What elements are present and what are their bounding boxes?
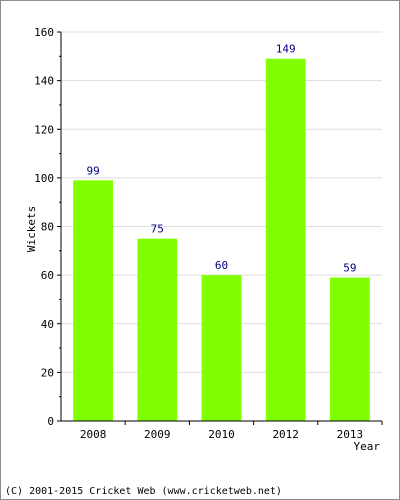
y-tick-label: 60 bbox=[41, 269, 54, 282]
x-tick-label: 2012 bbox=[272, 428, 299, 441]
y-tick-label: 0 bbox=[47, 415, 54, 428]
bars bbox=[73, 58, 370, 422]
bar bbox=[137, 238, 178, 421]
data-label: 149 bbox=[276, 43, 296, 56]
y-tick-label: 140 bbox=[34, 75, 54, 88]
bar bbox=[201, 275, 242, 421]
y-tick-label: 80 bbox=[41, 221, 54, 234]
bar bbox=[329, 277, 370, 421]
x-tick-label: 2010 bbox=[208, 428, 235, 441]
bar bbox=[73, 180, 114, 421]
y-tick-label: 20 bbox=[41, 366, 54, 379]
x-tick-label: 2009 bbox=[144, 428, 171, 441]
y-tick-label: 120 bbox=[34, 123, 54, 136]
data-label: 75 bbox=[151, 223, 164, 236]
data-label: 99 bbox=[86, 164, 99, 177]
y-axis-label: Wickets bbox=[25, 206, 38, 252]
y-tick-label: 160 bbox=[34, 26, 54, 39]
x-tick-label: 2013 bbox=[337, 428, 364, 441]
x-tick-labels: 2008 2009 2010 2012 2013 bbox=[80, 428, 363, 441]
x-tick-label: 2008 bbox=[80, 428, 107, 441]
data-labels: 99 75 60 149 59 bbox=[86, 43, 356, 275]
y-tick-labels: 0 20 40 60 80 100 120 140 160 bbox=[34, 26, 54, 428]
bar bbox=[265, 58, 306, 422]
axes bbox=[57, 31, 383, 425]
data-label: 60 bbox=[215, 259, 228, 272]
copyright-notice: (C) 2001-2015 Cricket Web (www.cricketwe… bbox=[5, 486, 282, 497]
y-tick-label: 100 bbox=[34, 172, 54, 185]
x-axis-label: Year bbox=[354, 440, 381, 453]
y-tick-label: 40 bbox=[41, 318, 54, 331]
data-label: 59 bbox=[343, 262, 356, 275]
